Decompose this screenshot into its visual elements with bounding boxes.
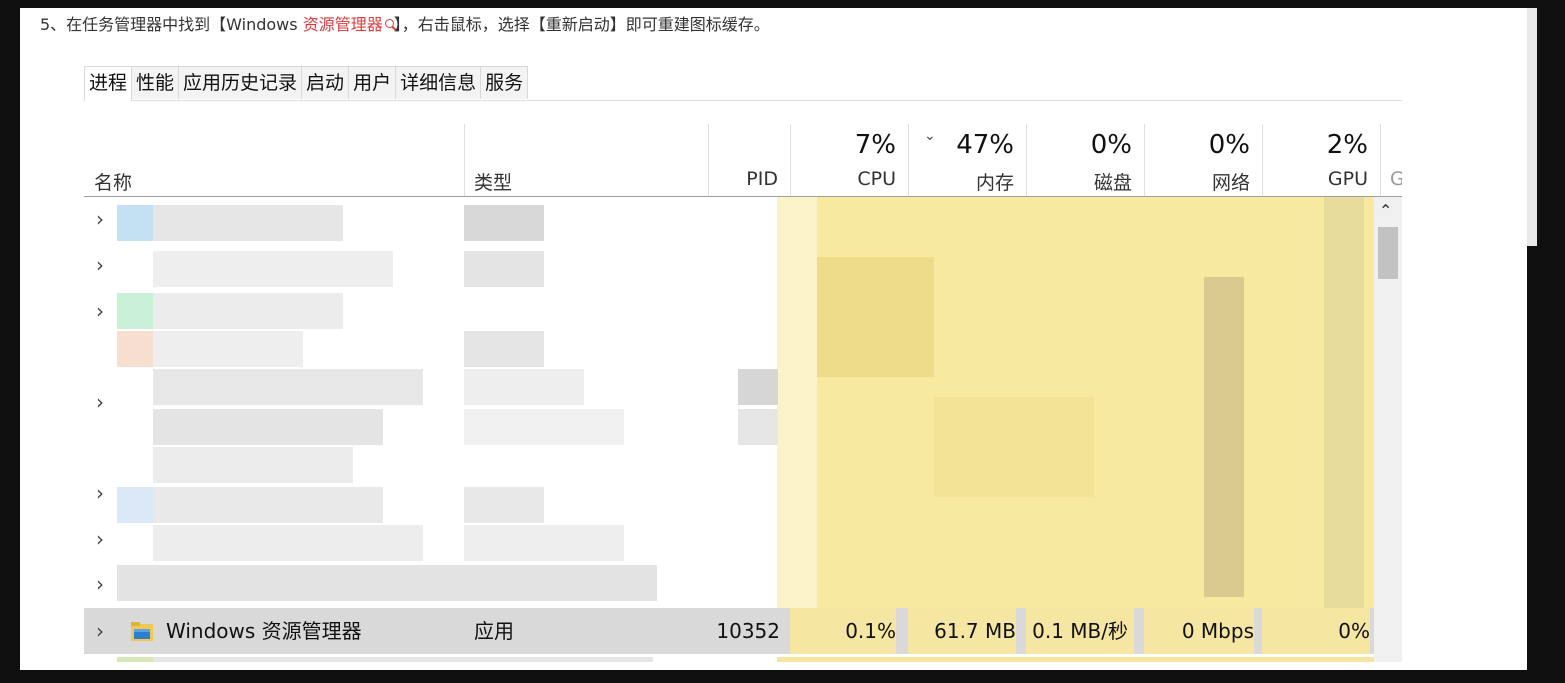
col-type-header[interactable]: 类型 — [474, 172, 513, 194]
gpu-percent: 2% — [1326, 130, 1368, 160]
tab-startup[interactable]: 启动 — [301, 66, 350, 99]
chevron-right-icon[interactable]: › — [96, 572, 104, 596]
column-divider[interactable] — [1380, 124, 1381, 196]
chevron-right-icon[interactable]: › — [96, 253, 104, 277]
explorer-pid: 10352 — [716, 619, 780, 643]
keyword-link[interactable]: 资源管理器 — [302, 15, 383, 34]
instruction-prefix: 5、在任务管理器中找到【Windows — [40, 15, 303, 34]
explorer-name: Windows 资源管理器 — [166, 619, 362, 643]
column-divider[interactable] — [908, 124, 909, 196]
folder-icon — [131, 622, 153, 641]
column-divider[interactable] — [1026, 124, 1027, 196]
page-scrollbar[interactable] — [1527, 8, 1537, 246]
chevron-right-icon[interactable]: › — [96, 390, 104, 414]
process-list-scrollbar[interactable]: ⌃ — [1374, 197, 1402, 662]
scrollbar-thumb[interactable] — [1378, 227, 1398, 279]
col-pid-header[interactable]: PID — [746, 168, 778, 190]
instruction-suffix: 】，右击鼠标，选择【重新启动】即可重建图标缓存。 — [393, 15, 770, 34]
tab-processes[interactable]: 进程 — [84, 66, 133, 102]
tab-app-history[interactable]: 应用历史记录 — [178, 66, 303, 99]
col-name-header[interactable]: 名称 — [94, 172, 133, 194]
column-divider[interactable] — [1144, 124, 1145, 196]
col-gpu-engine-header[interactable]: G — [1390, 168, 1402, 190]
col-gpu-header[interactable]: GPU — [1327, 168, 1368, 190]
chevron-right-icon[interactable]: › — [96, 527, 104, 551]
process-list: › › › › › › › — [84, 197, 1374, 662]
chevron-right-icon[interactable]: › — [96, 619, 104, 643]
memory-percent: 47% — [956, 130, 1014, 160]
chevron-right-icon[interactable]: › — [96, 299, 104, 323]
network-percent: 0% — [1208, 130, 1250, 160]
task-manager-window: 进程 性能 应用历史记录 启动 用户 详细信息 服务 名称 类型 PID 7% … — [84, 58, 1402, 662]
tab-details[interactable]: 详细信息 — [395, 66, 482, 99]
instruction-text: 5、在任务管理器中找到【Windows 资源管理器 】，右击鼠标，选择【重新启动】… — [40, 11, 770, 35]
sort-chevron-down-icon: ⌄ — [924, 128, 936, 144]
column-divider[interactable] — [464, 124, 465, 196]
chevron-right-icon[interactable]: › — [96, 207, 104, 231]
magnifier-icon[interactable] — [384, 19, 394, 28]
column-header-row: 名称 类型 PID 7% CPU ⌄ 47% 内存 0% 磁盘 0% 网络 2%… — [84, 124, 1402, 197]
explorer-disk: 0.1 MB/秒 — [1026, 608, 1134, 654]
explorer-gpu: 0% — [1262, 608, 1370, 654]
tab-users[interactable]: 用户 — [348, 66, 397, 99]
column-divider[interactable] — [1262, 124, 1263, 196]
explorer-network: 0 Mbps — [1144, 608, 1254, 654]
process-row-windows-explorer[interactable]: › Windows 资源管理器 应用 10352 0.1% 61.7 MB 0.… — [84, 608, 1374, 654]
col-network-header[interactable]: 网络 — [1211, 172, 1250, 194]
explorer-memory: 61.7 MB — [908, 608, 1016, 654]
blurred-process-row — [117, 657, 1374, 662]
col-cpu-header[interactable]: CPU — [857, 168, 896, 190]
col-disk-header[interactable]: 磁盘 — [1093, 172, 1132, 194]
tab-bar: 进程 性能 应用历史记录 启动 用户 详细信息 服务 — [84, 66, 1402, 102]
chevron-up-icon[interactable]: ⌃ — [1379, 201, 1393, 220]
column-divider[interactable] — [790, 124, 791, 196]
disk-percent: 0% — [1090, 130, 1132, 160]
blurred-process-rows — [117, 197, 1374, 608]
column-divider[interactable] — [708, 124, 709, 196]
cpu-percent: 7% — [854, 130, 896, 160]
chevron-right-icon[interactable]: › — [96, 481, 104, 505]
tab-performance[interactable]: 性能 — [131, 66, 180, 99]
explorer-type: 应用 — [474, 619, 514, 643]
tab-services[interactable]: 服务 — [480, 66, 529, 99]
col-memory-header[interactable]: 内存 — [975, 172, 1014, 194]
explorer-cpu: 0.1% — [790, 608, 896, 654]
